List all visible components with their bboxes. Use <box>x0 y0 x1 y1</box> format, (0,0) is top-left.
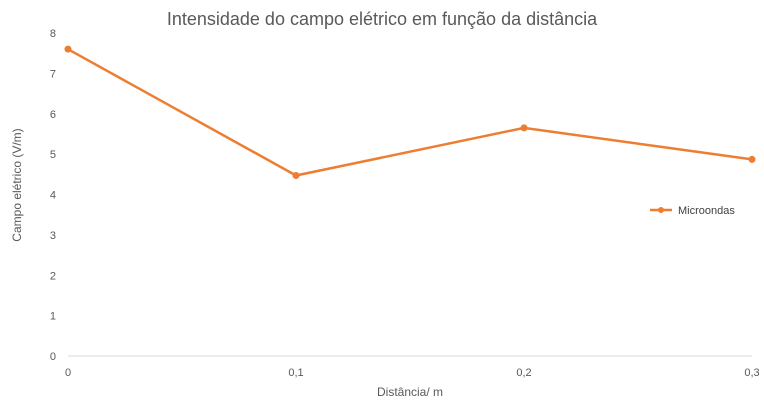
x-tick-labels: 0 0,1 0,2 0,3 <box>65 367 760 379</box>
x-axis-title: Distância/ m <box>377 385 443 399</box>
y-tick-labels: 0 1 2 3 4 5 6 7 8 <box>50 28 56 363</box>
x-tick-label: 0,1 <box>288 367 303 379</box>
x-tick-label: 0,3 <box>744 367 759 379</box>
data-point <box>292 172 300 180</box>
y-tick-label: 2 <box>50 270 56 282</box>
series-layer <box>64 45 756 180</box>
y-tick-label: 0 <box>50 351 56 363</box>
series-line-microondas <box>67 48 753 177</box>
y-tick-label: 8 <box>50 28 56 40</box>
y-tick-label: 7 <box>50 68 56 80</box>
data-point <box>748 155 756 163</box>
x-tick-label: 0 <box>65 367 71 379</box>
y-tick-label: 6 <box>50 109 56 121</box>
x-tick-label: 0,2 <box>516 367 531 379</box>
data-point <box>520 124 528 132</box>
chart-title: Intensidade do campo elétrico em função … <box>167 9 598 29</box>
data-point <box>64 45 72 53</box>
y-tick-label: 3 <box>50 230 56 242</box>
y-tick-label: 4 <box>50 190 56 202</box>
legend-label-microondas: Microondas <box>678 205 735 217</box>
y-axis-title: Campo elétrico (V/m) <box>10 128 24 241</box>
y-tick-label: 1 <box>50 311 56 323</box>
legend: Microondas <box>650 205 735 217</box>
y-tick-label: 5 <box>50 149 56 161</box>
legend-marker-microondas <box>658 207 664 213</box>
